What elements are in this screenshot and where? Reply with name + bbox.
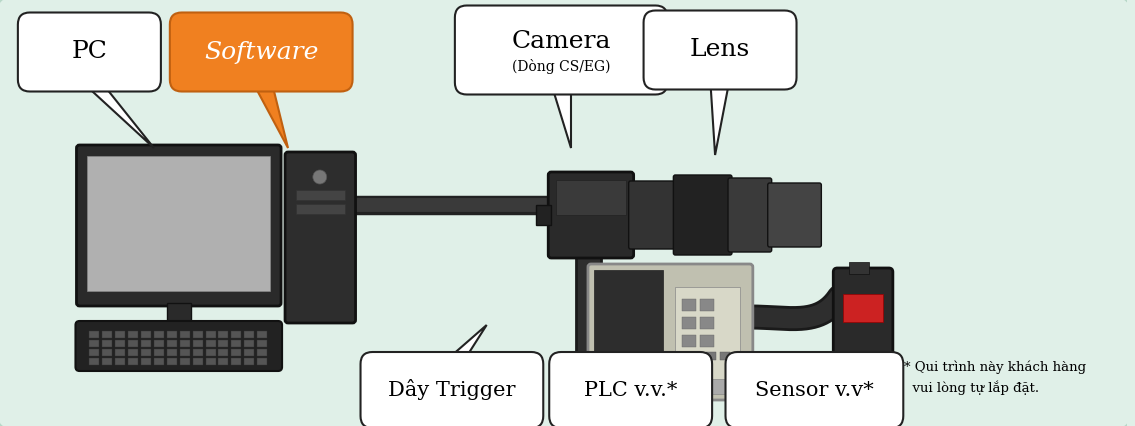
Bar [141, 349, 151, 356]
Bar [244, 358, 254, 365]
Polygon shape [251, 80, 288, 148]
Bar [205, 349, 216, 356]
Bar [296, 204, 345, 214]
Bar [205, 331, 216, 338]
FancyBboxPatch shape [76, 321, 283, 371]
FancyBboxPatch shape [455, 6, 667, 95]
Bar [90, 349, 100, 356]
Bar [154, 331, 163, 338]
Text: Dây Trigger: Dây Trigger [388, 380, 515, 400]
Bar [116, 349, 125, 356]
Bar [205, 340, 216, 347]
Bar [116, 331, 125, 338]
Polygon shape [442, 325, 487, 364]
Text: PC: PC [72, 40, 108, 63]
Bar [141, 340, 151, 347]
Text: (Dòng CS/EG): (Dòng CS/EG) [512, 58, 611, 74]
Bar [90, 331, 100, 338]
Bar [258, 358, 267, 365]
Text: * Qui trình này khách hàng
  vui lòng tự lắp đặt.: * Qui trình này khách hàng vui lòng tự l… [903, 360, 1086, 395]
FancyBboxPatch shape [76, 145, 281, 306]
FancyBboxPatch shape [548, 172, 633, 258]
Bar [102, 331, 112, 338]
Bar [296, 190, 345, 200]
Bar [232, 331, 242, 338]
FancyBboxPatch shape [728, 178, 772, 252]
FancyBboxPatch shape [170, 12, 353, 92]
Bar [244, 349, 254, 356]
Bar [706, 352, 716, 360]
Bar [232, 340, 242, 347]
Bar [167, 303, 191, 328]
Bar [128, 340, 138, 347]
Bar [594, 379, 747, 394]
Bar [116, 358, 125, 365]
Bar [102, 340, 112, 347]
FancyBboxPatch shape [833, 268, 893, 356]
Bar [232, 349, 242, 356]
Bar [849, 262, 869, 274]
Bar [682, 299, 696, 311]
Bar [219, 349, 228, 356]
Bar [679, 352, 688, 360]
Bar [141, 358, 151, 365]
Bar [128, 349, 138, 356]
FancyBboxPatch shape [591, 267, 750, 285]
Bar [179, 358, 190, 365]
FancyBboxPatch shape [549, 352, 712, 426]
Bar [102, 358, 112, 365]
Polygon shape [79, 80, 154, 148]
Bar [193, 358, 203, 365]
Circle shape [313, 170, 327, 184]
FancyBboxPatch shape [767, 183, 822, 247]
Bar [193, 340, 203, 347]
Text: Sensor v.v*: Sensor v.v* [755, 380, 874, 400]
Bar [102, 349, 112, 356]
FancyBboxPatch shape [644, 11, 797, 89]
Bar [258, 349, 267, 356]
FancyBboxPatch shape [132, 325, 227, 349]
Bar [167, 349, 177, 356]
FancyBboxPatch shape [673, 175, 732, 255]
FancyBboxPatch shape [18, 12, 161, 92]
Text: Software: Software [204, 40, 319, 63]
FancyBboxPatch shape [285, 152, 355, 323]
Text: Lens: Lens [690, 38, 750, 61]
Bar [154, 358, 163, 365]
Bar [244, 340, 254, 347]
Bar [219, 340, 228, 347]
Bar [193, 349, 203, 356]
Bar [700, 317, 714, 329]
Bar [682, 317, 696, 329]
Bar [167, 340, 177, 347]
Text: PLC v.v.*: PLC v.v.* [585, 380, 678, 400]
Bar [116, 340, 125, 347]
FancyBboxPatch shape [556, 180, 625, 215]
Bar [205, 358, 216, 365]
Bar [167, 331, 177, 338]
Bar [700, 299, 714, 311]
Text: Camera: Camera [512, 31, 611, 54]
Bar [179, 340, 190, 347]
Bar [128, 358, 138, 365]
Polygon shape [552, 83, 571, 148]
Bar [90, 340, 100, 347]
FancyBboxPatch shape [725, 352, 903, 426]
Bar [594, 270, 664, 394]
Bar [258, 331, 267, 338]
Bar [720, 352, 730, 360]
Bar [682, 335, 696, 347]
Bar [87, 156, 270, 291]
FancyBboxPatch shape [361, 352, 544, 426]
Bar [843, 294, 883, 322]
Bar [258, 340, 267, 347]
Bar [692, 352, 703, 360]
Bar [128, 331, 138, 338]
Bar [219, 358, 228, 365]
Bar [179, 349, 190, 356]
Polygon shape [711, 78, 730, 155]
Bar [193, 331, 203, 338]
Bar [154, 340, 163, 347]
Bar [537, 205, 552, 225]
